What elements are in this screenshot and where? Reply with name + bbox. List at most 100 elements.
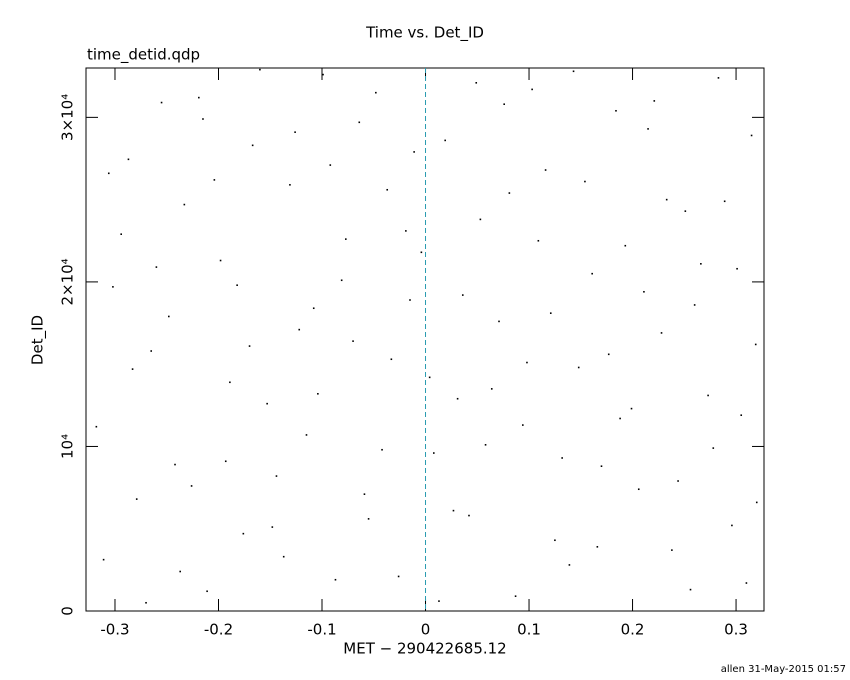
point: [740, 414, 743, 416]
point: [577, 366, 580, 369]
point: [754, 343, 757, 346]
x-axis-label: MET − 290422685.12: [343, 640, 506, 658]
point: [549, 312, 552, 314]
point: [409, 299, 411, 301]
point: [179, 570, 181, 573]
point: [468, 514, 470, 517]
x-tick-label: 0.3: [724, 621, 748, 639]
point: [731, 524, 733, 527]
point: [600, 465, 603, 467]
point: [390, 358, 393, 361]
point: [693, 304, 696, 306]
point: [242, 532, 245, 535]
point: [526, 361, 528, 364]
x-tick-label: -0.2: [204, 621, 233, 639]
point: [479, 218, 482, 221]
point: [420, 251, 423, 254]
point: [413, 151, 415, 153]
point: [202, 118, 204, 120]
point: [461, 294, 464, 296]
point: [282, 555, 285, 558]
point: [531, 88, 533, 91]
point: [700, 263, 702, 265]
point: [224, 460, 227, 463]
point: [561, 457, 563, 459]
point: [572, 70, 575, 73]
point: [630, 407, 633, 410]
point: [358, 121, 361, 124]
y-tick-label: 10⁴: [59, 434, 77, 459]
point: [591, 272, 593, 275]
point: [405, 230, 407, 232]
point: [367, 518, 370, 520]
point: [102, 558, 105, 561]
plot-frame: [85, 67, 765, 612]
point: [428, 376, 431, 379]
point: [544, 169, 547, 171]
chart-subtitle: time_detid.qdp: [87, 46, 200, 65]
point: [736, 267, 738, 270]
point: [298, 328, 301, 331]
point: [677, 480, 679, 482]
point: [289, 184, 291, 186]
point: [660, 332, 663, 334]
point: [498, 320, 500, 323]
point: [135, 498, 138, 500]
point: [174, 463, 176, 466]
point: [723, 200, 726, 203]
point: [452, 509, 455, 512]
point: [665, 198, 668, 201]
point: [615, 109, 617, 112]
point: [484, 444, 487, 446]
point: [127, 158, 130, 161]
point: [475, 82, 478, 84]
x-tick-label: 0.1: [517, 621, 541, 639]
point: [584, 180, 586, 183]
point: [213, 179, 216, 181]
point: [537, 239, 540, 242]
point: [375, 91, 377, 94]
point: [503, 103, 505, 105]
point: [322, 73, 324, 76]
point: [386, 188, 389, 191]
point: [294, 131, 296, 133]
point: [653, 100, 656, 102]
point: [514, 595, 517, 597]
point: [352, 340, 354, 342]
point: [624, 244, 627, 247]
point: [271, 526, 274, 528]
point: [643, 290, 645, 293]
point: [150, 350, 153, 352]
point: [707, 394, 709, 397]
point: [345, 238, 347, 240]
point: [607, 353, 610, 356]
point: [684, 210, 687, 212]
point: [554, 539, 556, 542]
x-tick-label: 0: [421, 621, 431, 639]
point: [363, 493, 366, 495]
point: [712, 447, 715, 449]
point: [508, 192, 511, 194]
point: [717, 77, 720, 79]
point: [145, 601, 147, 604]
point: [329, 164, 332, 166]
point: [456, 397, 459, 400]
point: [438, 600, 440, 602]
point: [259, 68, 261, 71]
point: [95, 425, 98, 428]
point: [750, 134, 753, 137]
point: [397, 575, 400, 578]
point: [444, 139, 446, 142]
point: [251, 144, 254, 147]
point: [206, 590, 208, 593]
point: [432, 452, 435, 454]
point: [229, 381, 231, 384]
point: [131, 368, 134, 370]
x-tick-label: -0.1: [307, 621, 336, 639]
point: [275, 475, 278, 477]
point: [183, 203, 186, 206]
point: [671, 549, 673, 551]
point: [381, 448, 383, 451]
point: [755, 501, 758, 504]
